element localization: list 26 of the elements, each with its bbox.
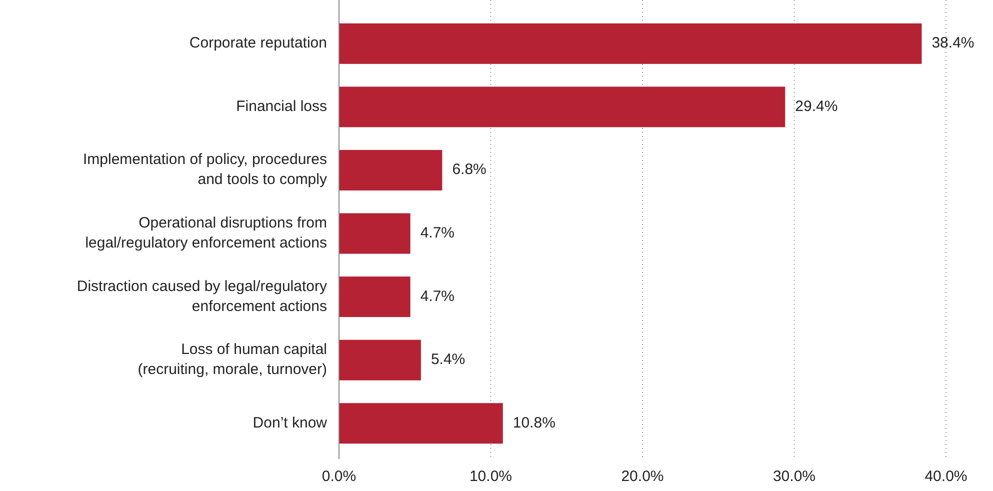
data-label: 5.4% <box>430 351 466 368</box>
bar <box>339 340 421 380</box>
x-tick-label: 30.0% <box>772 468 816 485</box>
y-tick-label: Don’t know <box>252 414 328 432</box>
y-tick-label: Corporate reputation <box>189 34 327 52</box>
bar <box>339 276 410 318</box>
x-tick-label: 0.0% <box>322 468 356 485</box>
y-tick-label: Financial loss <box>236 98 327 115</box>
x-tick-label: 40.0% <box>924 468 968 485</box>
x-tick-label: 10.0% <box>469 468 512 485</box>
y-tick-label: Operational disruptions from legal/regulatory enforcement actions <box>85 214 327 252</box>
data-label: 4.7% <box>420 288 455 305</box>
data-label: 38.4% <box>932 34 974 52</box>
data-label: 29.4% <box>795 98 838 115</box>
x-tick-label: 20.0% <box>621 468 664 485</box>
y-tick-label: Distraction caused by legal/regulatory enforcement actions <box>76 278 328 315</box>
data-label: 10.8% <box>512 414 556 432</box>
bar <box>339 213 410 254</box>
data-label: 4.7% <box>420 224 455 242</box>
bar <box>339 86 786 128</box>
y-tick-label: Implementation of policy, procedures and tools to comply <box>82 151 328 188</box>
bar <box>339 150 442 190</box>
bar <box>339 403 503 444</box>
y-tick-label: Loss of human capital (recruiting, morale, turnover) <box>138 341 327 378</box>
bar <box>339 23 922 64</box>
data-label: 6.8% <box>452 161 486 178</box>
